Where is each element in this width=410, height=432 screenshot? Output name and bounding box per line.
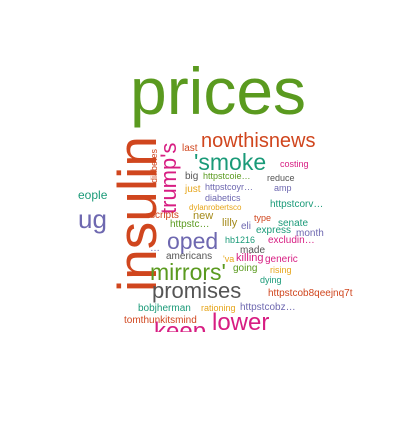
word-americans: americans: [166, 251, 213, 262]
word-mirrors: mirrors': [150, 259, 226, 285]
word-express: express: [256, 225, 292, 236]
word-httpstc: httpstc…: [170, 219, 210, 230]
word-made: made: [240, 245, 266, 256]
word-httpstcorv: httpstcorv…: [270, 199, 324, 210]
word-httpstcoyr: httpstcoyr…: [205, 182, 254, 192]
word-oped: oped: [167, 228, 219, 254]
word-dylanrobertsco: dylanrobertsco: [189, 203, 242, 212]
word-va: 'va: [223, 254, 235, 264]
word-hb1216: hb1216: [225, 235, 256, 245]
word-lilly: lilly: [222, 217, 238, 229]
word-lower: lower: [212, 309, 270, 333]
word-killing: killing: [236, 252, 264, 264]
word-diabetics: diabetics: [205, 193, 241, 203]
word-bobjherman: bobjherman: [138, 303, 191, 314]
word-keep: keep: [154, 318, 207, 333]
word-new: new: [193, 210, 214, 222]
word-nowthisnews: nowthisnews: [201, 130, 316, 152]
word-eli: eli: [241, 221, 252, 232]
word-promises: promises: [152, 278, 242, 303]
word-prices: prices: [130, 54, 307, 128]
word-going: going: [233, 263, 258, 274]
word-last: last: [182, 143, 198, 154]
word-type: type: [254, 213, 272, 223]
word-costing: costing: [280, 159, 309, 169]
word-just: just: [185, 184, 201, 195]
word-dying: dying: [260, 275, 282, 285]
word-amp: amp: [274, 183, 292, 193]
word-trumps: trump's: [156, 142, 181, 214]
word-excluding: excludin…: [268, 235, 315, 246]
word-httpstcoie: httpstcoie…: [203, 171, 251, 181]
word-httpstcobz: httpstcobz…: [240, 302, 296, 313]
word-smoke: 'smoke: [194, 149, 267, 175]
word-cloud-area: prices insulin trump's nowthisnews 'smok…: [78, 54, 353, 333]
word-ellipsis: …: [150, 243, 160, 254]
word-rising: rising: [270, 265, 292, 275]
word-tomthunkitsmind: tomthunkitsmind: [124, 315, 197, 326]
word-rationing: rationing: [201, 303, 236, 313]
word-eople: eople: [78, 188, 108, 202]
word-httpstcob8qeejnq7t: httpstcob8qeejnq7t: [268, 288, 353, 299]
word-ug: ug: [78, 204, 107, 234]
word-reduce: reduce: [267, 173, 295, 183]
word-diabetes: diabetes: [149, 148, 159, 183]
word-senate: senate: [278, 218, 309, 229]
word-generic: generic: [265, 254, 298, 265]
word-big: big: [185, 171, 199, 182]
word-scripts: scripts: [150, 210, 179, 221]
word-month: month: [296, 228, 324, 239]
